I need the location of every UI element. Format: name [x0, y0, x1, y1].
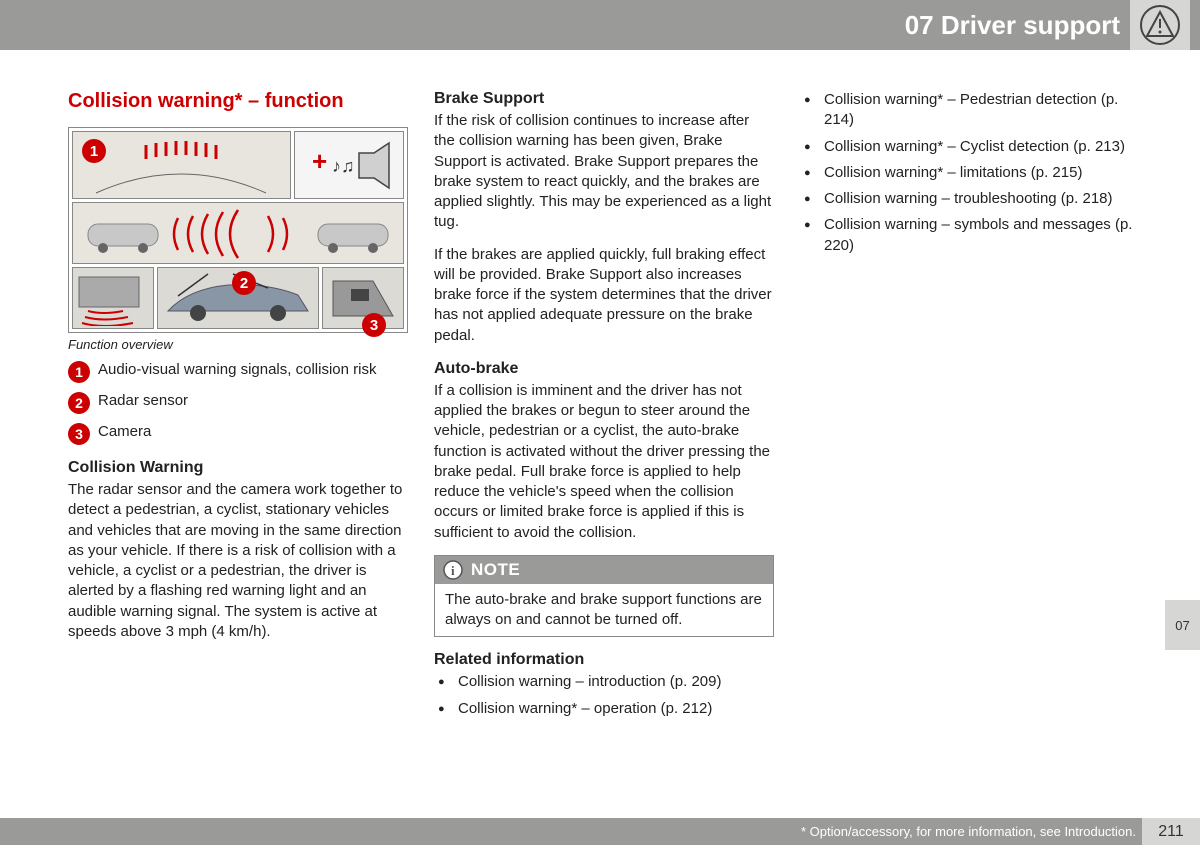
panel-sensor-detail — [72, 267, 154, 329]
chapter-title: 07 Driver support — [905, 10, 1120, 41]
column-2: Brake Support If the risk of collision c… — [434, 90, 774, 725]
heading-auto-brake: Auto-brake — [434, 360, 774, 378]
note-body: The auto-brake and brake support functio… — [435, 584, 773, 637]
warning-triangle-icon — [1130, 0, 1190, 50]
panel-speaker: + ♪♫ — [294, 131, 404, 199]
panel-hud-warning — [72, 131, 291, 199]
list-item: Collision warning – symbols and messages… — [804, 215, 1140, 256]
panel-radar-cars — [72, 202, 404, 264]
note-box: i NOTE The auto-brake and brake support … — [434, 555, 774, 638]
function-diagram: 1 2 3 — [68, 127, 408, 333]
page-number: 211 — [1142, 818, 1200, 845]
related-list-continued: Collision warning* – Pedestrian detectio… — [800, 90, 1140, 256]
legend-badge: 1 — [68, 361, 90, 383]
footnote: * Option/accessory, for more information… — [801, 824, 1136, 839]
note-label: NOTE — [471, 560, 520, 580]
svg-text:+: + — [312, 146, 327, 176]
content-area: Collision warning* – function 1 2 3 — [0, 50, 1200, 725]
legend-badge: 3 — [68, 423, 90, 445]
heading-brake-support: Brake Support — [434, 90, 774, 108]
info-icon: i — [443, 560, 463, 580]
column-3: Collision warning* – Pedestrian detectio… — [800, 90, 1140, 725]
diagram-badge-1: 1 — [82, 139, 106, 163]
section-title: Collision warning* – function — [68, 90, 408, 113]
list-item: Collision warning* – Cyclist detection (… — [804, 137, 1140, 157]
list-item: Collision warning* – operation (p. 212) — [438, 699, 774, 719]
list-item: Collision warning* – Pedestrian detectio… — [804, 90, 1140, 131]
page-header: 07 Driver support — [0, 0, 1200, 50]
page-footer: * Option/accessory, for more information… — [0, 818, 1200, 845]
paragraph: The radar sensor and the camera work tog… — [68, 480, 408, 642]
list-item: Collision warning – introduction (p. 209… — [438, 672, 774, 692]
list-item: Collision warning – troubleshooting (p. … — [804, 189, 1140, 209]
legend-row-3: 3 Camera — [68, 422, 408, 445]
heading-related-info: Related information — [434, 651, 774, 669]
list-item: Collision warning* – limitations (p. 215… — [804, 163, 1140, 183]
diagram-caption: Function overview — [68, 337, 408, 352]
column-1: Collision warning* – function 1 2 3 — [68, 90, 408, 725]
legend-badge: 2 — [68, 392, 90, 414]
svg-text:i: i — [451, 563, 455, 578]
legend-text: Radar sensor — [98, 391, 188, 411]
paragraph: If the risk of collision continues to in… — [434, 111, 774, 233]
chapter-tab: 07 — [1165, 600, 1200, 650]
svg-text:♪♫: ♪♫ — [332, 156, 355, 176]
paragraph: If a collision is imminent and the drive… — [434, 381, 774, 543]
heading-collision-warning: Collision Warning — [68, 459, 408, 477]
legend-text: Camera — [98, 422, 151, 442]
legend-row-1: 1 Audio-visual warning signals, collisio… — [68, 360, 408, 383]
legend-text: Audio-visual warning signals, collision … — [98, 360, 376, 380]
diagram-badge-2: 2 — [232, 271, 256, 295]
note-header: i NOTE — [435, 556, 773, 584]
diagram-badge-3: 3 — [362, 313, 386, 337]
legend-row-2: 2 Radar sensor — [68, 391, 408, 414]
paragraph: If the brakes are applied quickly, full … — [434, 245, 774, 346]
related-list: Collision warning – introduction (p. 209… — [434, 672, 774, 719]
